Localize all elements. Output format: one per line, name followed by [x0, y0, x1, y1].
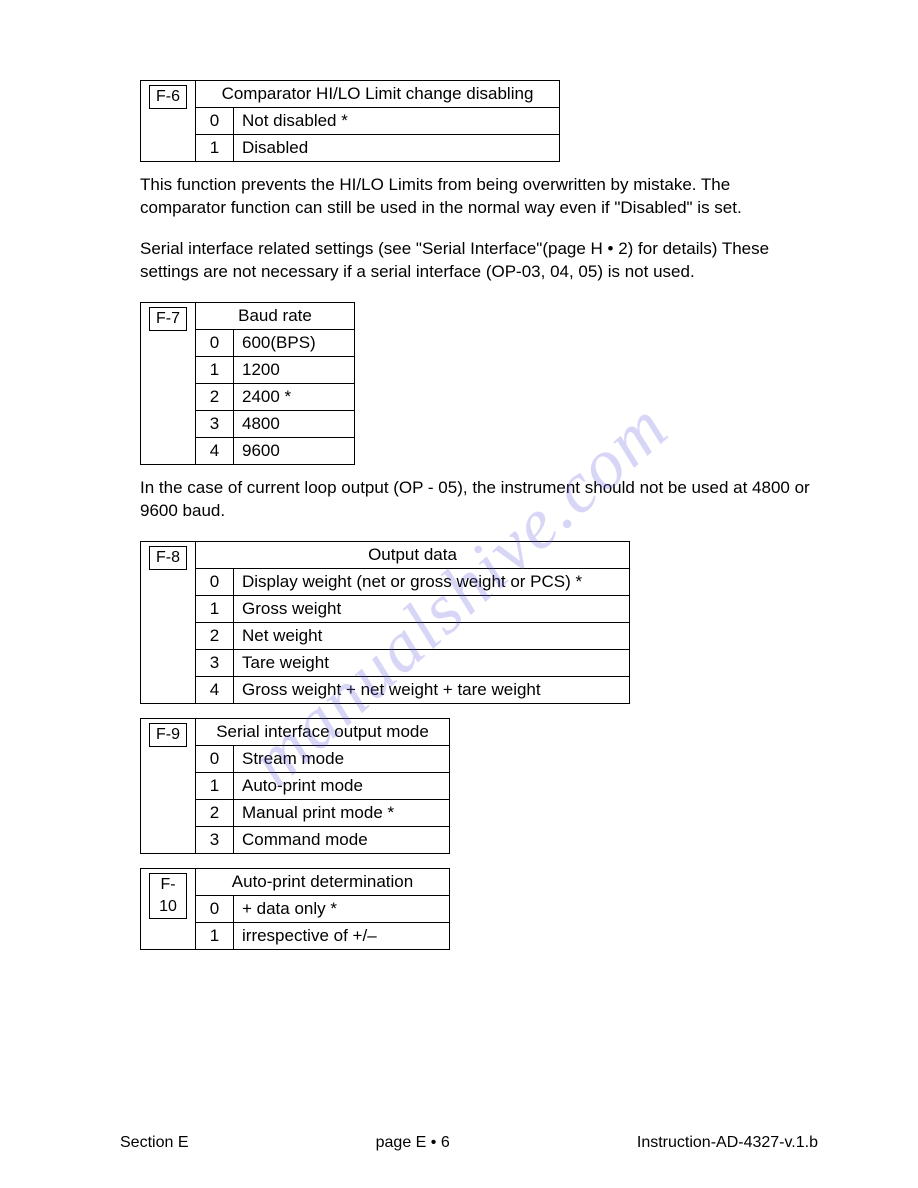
- table-cell: Gross weight + net weight + tare weight: [234, 676, 630, 703]
- footer-section: Section E: [120, 1134, 188, 1152]
- table-f10: F-10 Auto-print determination 0+ data on…: [140, 868, 450, 950]
- paragraph-3: In the case of current loop output (OP -…: [140, 477, 818, 523]
- title-f9: Serial interface output mode: [196, 718, 450, 745]
- table-cell: 1: [196, 922, 234, 949]
- table-f8: F-8 Output data 0Display weight (net or …: [140, 541, 630, 704]
- table-cell: 1: [196, 595, 234, 622]
- table-cell: 2400 *: [234, 383, 355, 410]
- table-cell: 3: [196, 649, 234, 676]
- code-f6: F-6: [149, 85, 187, 109]
- table-cell: 0: [196, 329, 234, 356]
- table-cell: 2: [196, 383, 234, 410]
- table-cell: 4: [196, 676, 234, 703]
- table-cell: Command mode: [234, 826, 450, 853]
- table-cell: Disabled: [234, 135, 560, 162]
- table-cell: Not disabled *: [234, 108, 560, 135]
- title-f8: Output data: [196, 541, 630, 568]
- footer-page: page E • 6: [376, 1134, 450, 1152]
- table-cell: 600(BPS): [234, 329, 355, 356]
- table-cell: 3: [196, 826, 234, 853]
- table-f9: F-9 Serial interface output mode 0Stream…: [140, 718, 450, 854]
- table-cell: 3: [196, 410, 234, 437]
- table-cell: 2: [196, 622, 234, 649]
- code-f8: F-8: [149, 546, 187, 570]
- code-f7: F-7: [149, 307, 187, 331]
- code-f10: F-10: [149, 873, 187, 919]
- table-cell: 2: [196, 799, 234, 826]
- table-cell: 0: [196, 568, 234, 595]
- paragraph-2: Serial interface related settings (see "…: [140, 238, 818, 284]
- table-f7: F-7 Baud rate 0600(BPS) 11200 22400 * 34…: [140, 302, 355, 465]
- table-cell: 1: [196, 135, 234, 162]
- table-cell: 0: [196, 108, 234, 135]
- table-cell: 4: [196, 437, 234, 464]
- table-cell: Stream mode: [234, 745, 450, 772]
- table-cell: Manual print mode *: [234, 799, 450, 826]
- table-f6: F-6 Comparator HI/LO Limit change disabl…: [140, 80, 560, 162]
- table-cell: Gross weight: [234, 595, 630, 622]
- table-cell: 1: [196, 356, 234, 383]
- table-cell: Net weight: [234, 622, 630, 649]
- paragraph-1: This function prevents the HI/LO Limits …: [140, 174, 818, 220]
- footer-doc-id: Instruction-AD-4327-v.1.b: [637, 1134, 818, 1152]
- table-cell: Tare weight: [234, 649, 630, 676]
- table-cell: irrespective of +/–: [234, 922, 450, 949]
- page-footer: Section E page E • 6 Instruction-AD-4327…: [0, 1134, 918, 1152]
- title-f7: Baud rate: [196, 302, 355, 329]
- table-cell: 0: [196, 745, 234, 772]
- table-cell: 4800: [234, 410, 355, 437]
- title-f10: Auto-print determination: [196, 868, 450, 895]
- table-cell: 1: [196, 772, 234, 799]
- table-cell: 9600: [234, 437, 355, 464]
- table-cell: + data only *: [234, 895, 450, 922]
- title-f6: Comparator HI/LO Limit change disabling: [196, 81, 560, 108]
- table-cell: Auto-print mode: [234, 772, 450, 799]
- table-cell: 1200: [234, 356, 355, 383]
- table-cell: Display weight (net or gross weight or P…: [234, 568, 630, 595]
- table-cell: 0: [196, 895, 234, 922]
- code-f9: F-9: [149, 723, 187, 747]
